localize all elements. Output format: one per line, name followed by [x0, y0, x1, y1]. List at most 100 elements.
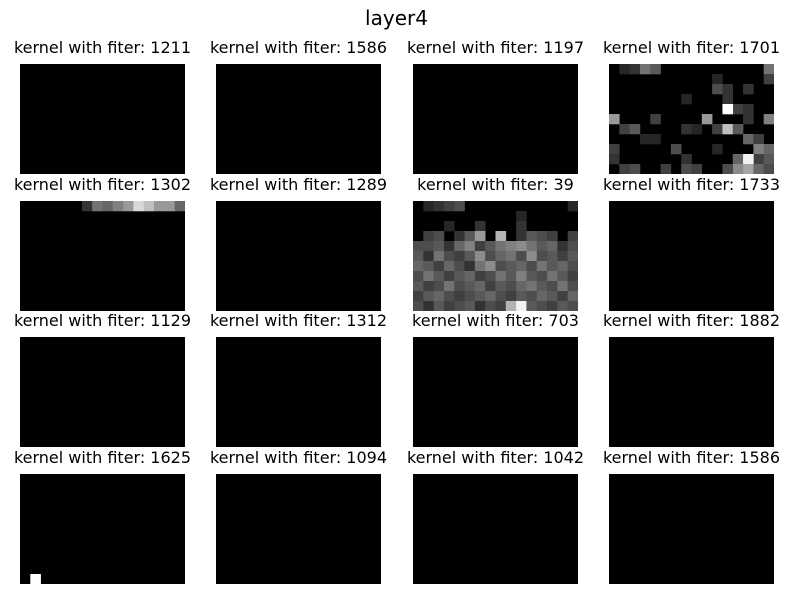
- heatmap-cell: [567, 201, 578, 212]
- heatmap-cell: [743, 114, 754, 125]
- heatmap-cell: [143, 201, 155, 212]
- heatmap-cell: [557, 281, 568, 292]
- heatmap-cell: [557, 241, 568, 252]
- feature-map-image: [216, 474, 381, 584]
- heatmap-cell: [495, 231, 507, 242]
- heatmap-cell: [164, 201, 175, 212]
- heatmap-cell: [567, 231, 578, 242]
- heatmap-cell: [505, 251, 517, 262]
- heatmap-cell: [722, 164, 734, 174]
- heatmap-cell: [123, 201, 134, 212]
- panel-title: kernel with fiter: 1312: [209, 311, 388, 330]
- heatmap-cell: [536, 241, 548, 252]
- feature-map-background: [20, 201, 185, 311]
- heatmap-cell: [753, 134, 764, 145]
- panel-title: kernel with fiter: 1586: [602, 448, 781, 467]
- feature-map-background: [216, 337, 381, 447]
- heatmap-cell: [526, 261, 538, 272]
- feature-map: [413, 474, 578, 584]
- feature-map-background: [413, 337, 578, 447]
- feature-map-image: [20, 64, 185, 174]
- feature-map-image: [609, 474, 774, 584]
- feature-map-image: [20, 201, 185, 311]
- heatmap-cell: [454, 301, 465, 311]
- heatmap-cell: [433, 281, 445, 292]
- panel-title: kernel with fiter: 39: [417, 175, 574, 194]
- heatmap-cell: [516, 281, 527, 292]
- heatmap-cell: [763, 154, 774, 165]
- heatmap-cell: [433, 201, 445, 212]
- heatmap-cell: [495, 251, 507, 262]
- heatmap-cell: [81, 201, 93, 212]
- heatmap-cell: [433, 291, 445, 302]
- heatmap-cell: [413, 271, 424, 282]
- heatmap-cell: [547, 251, 558, 262]
- heatmap-cell: [526, 231, 538, 242]
- heatmap-cell: [474, 261, 486, 272]
- heatmap-cell: [495, 241, 507, 252]
- heatmap-cell: [443, 251, 455, 262]
- feature-map-background: [20, 474, 185, 584]
- heatmap-cell: [423, 241, 434, 252]
- heatmap-cell: [547, 231, 558, 242]
- feature-map-background: [413, 474, 578, 584]
- feature-map-image: [216, 201, 381, 311]
- heatmap-cell: [516, 231, 527, 242]
- heatmap-cell: [485, 271, 496, 282]
- heatmap-cell: [495, 281, 507, 292]
- heatmap-cell: [516, 261, 527, 272]
- heatmap-cell: [474, 281, 486, 292]
- heatmap-cell: [443, 261, 455, 272]
- heatmap-cell: [722, 94, 734, 105]
- heatmap-cell: [505, 291, 517, 302]
- heatmap-cell: [732, 104, 744, 115]
- heatmap-cell: [423, 301, 434, 311]
- heatmap-cell: [102, 201, 114, 212]
- heatmap-cell: [516, 291, 527, 302]
- heatmap-cell: [443, 271, 455, 282]
- heatmap-cell: [474, 291, 486, 302]
- heatmap-cell: [516, 271, 527, 282]
- heatmap-cell: [547, 281, 558, 292]
- feature-map: [609, 337, 774, 447]
- heatmap-cell: [722, 104, 734, 115]
- heatmap-cell: [423, 281, 434, 292]
- heatmap-cell: [629, 124, 641, 135]
- heatmap-cell: [609, 114, 620, 125]
- heatmap-cell: [433, 241, 445, 252]
- panel-title: kernel with fiter: 1586: [209, 38, 388, 57]
- feature-map-image: [609, 201, 774, 311]
- heatmap-cell: [547, 271, 558, 282]
- heatmap-cell: [454, 281, 465, 292]
- heatmap-cell: [712, 74, 723, 85]
- feature-map: [216, 337, 381, 447]
- heatmap-cell: [505, 301, 517, 311]
- heatmap-cell: [433, 301, 445, 311]
- heatmap-cell: [639, 134, 651, 145]
- feature-map: [20, 201, 185, 311]
- heatmap-cell: [485, 241, 496, 252]
- heatmap-cell: [526, 271, 538, 282]
- heatmap-cell: [567, 291, 578, 302]
- heatmap-cell: [743, 164, 754, 174]
- feature-map: [609, 201, 774, 311]
- feature-map-image: [609, 337, 774, 447]
- feature-map-background: [216, 474, 381, 584]
- feature-map-image: [216, 337, 381, 447]
- feature-map-background: [216, 64, 381, 174]
- heatmap-cell: [474, 231, 486, 242]
- heatmap-cell: [536, 261, 548, 272]
- heatmap-cell: [629, 64, 641, 75]
- heatmap-cell: [526, 301, 538, 311]
- heatmap-cell: [619, 164, 630, 174]
- panel-title: kernel with fiter: 703: [412, 311, 579, 330]
- heatmap-cell: [526, 251, 538, 262]
- heatmap-cell: [691, 164, 703, 174]
- heatmap-cell: [495, 261, 507, 272]
- heatmap-cell: [567, 301, 578, 311]
- heatmap-cell: [536, 291, 548, 302]
- heatmap-cell: [712, 124, 723, 135]
- heatmap-cell: [609, 154, 620, 165]
- heatmap-cell: [474, 221, 486, 232]
- heatmap-cell: [464, 271, 476, 282]
